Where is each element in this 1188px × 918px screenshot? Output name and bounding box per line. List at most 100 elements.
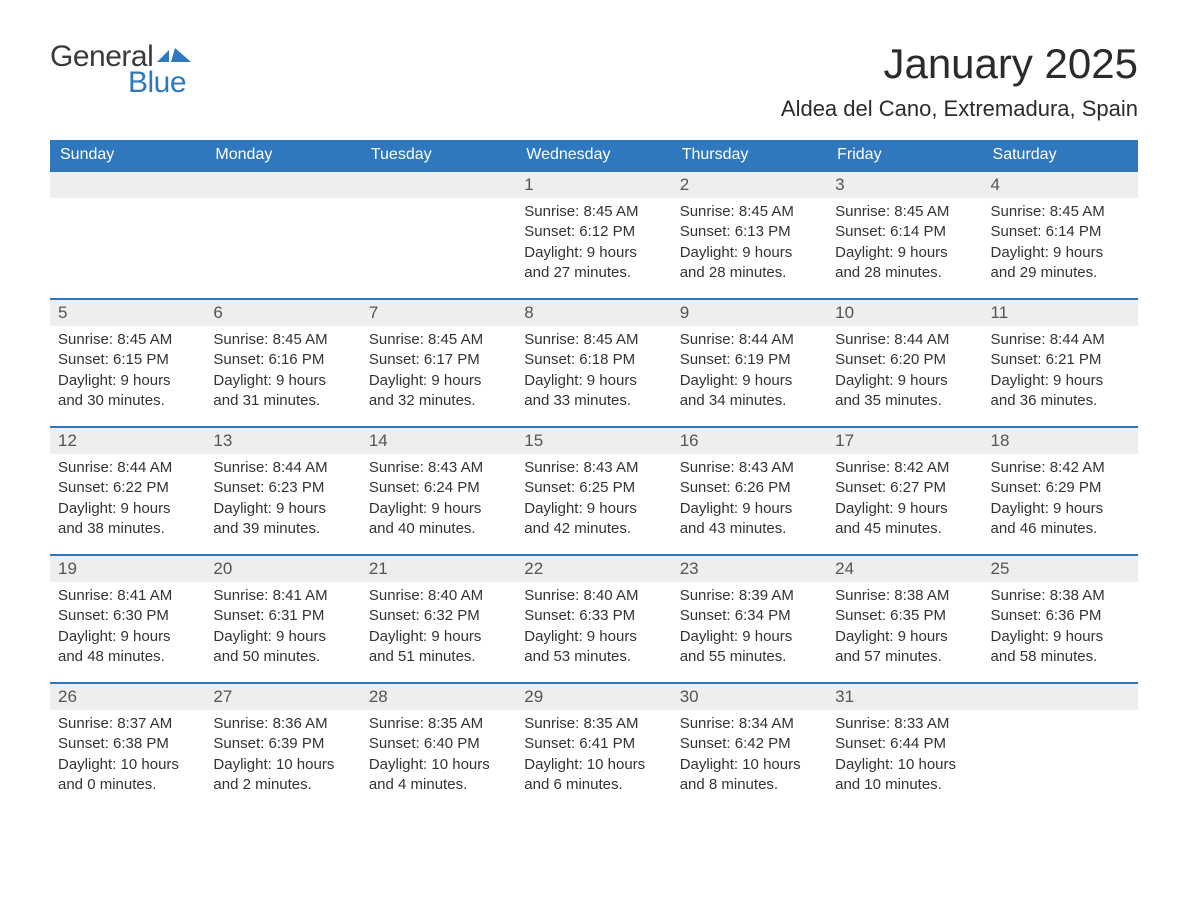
daylight-line: Daylight: 9 hours (369, 371, 508, 391)
daylight-line: Daylight: 9 hours (835, 627, 974, 647)
daylight-line: Daylight: 10 hours (524, 755, 663, 775)
day-header: Wednesday (516, 140, 671, 170)
calendar-cell: 25Sunrise: 8:38 AMSunset: 6:36 PMDayligh… (983, 554, 1138, 682)
sunset-line: Sunset: 6:32 PM (369, 606, 508, 626)
calendar-cell: 20Sunrise: 8:41 AMSunset: 6:31 PMDayligh… (205, 554, 360, 682)
day-content: Sunrise: 8:42 AMSunset: 6:29 PMDaylight:… (983, 454, 1138, 547)
day-content: Sunrise: 8:41 AMSunset: 6:31 PMDaylight:… (205, 582, 360, 675)
sunset-line: Sunset: 6:21 PM (991, 350, 1130, 370)
day-content: Sunrise: 8:44 AMSunset: 6:20 PMDaylight:… (827, 326, 982, 419)
day-content: Sunrise: 8:45 AMSunset: 6:14 PMDaylight:… (983, 198, 1138, 291)
calendar-cell: 13Sunrise: 8:44 AMSunset: 6:23 PMDayligh… (205, 426, 360, 554)
sunrise-line: Sunrise: 8:43 AM (524, 458, 663, 478)
day-content: Sunrise: 8:45 AMSunset: 6:14 PMDaylight:… (827, 198, 982, 291)
sunset-line: Sunset: 6:30 PM (58, 606, 197, 626)
sunrise-line: Sunrise: 8:42 AM (835, 458, 974, 478)
daylight-line2: and 38 minutes. (58, 519, 197, 539)
sunrise-line: Sunrise: 8:45 AM (213, 330, 352, 350)
day-header: Monday (205, 140, 360, 170)
sunset-line: Sunset: 6:44 PM (835, 734, 974, 754)
calendar-cell: 10Sunrise: 8:44 AMSunset: 6:20 PMDayligh… (827, 298, 982, 426)
day-number: 16 (672, 426, 827, 454)
sunset-line: Sunset: 6:38 PM (58, 734, 197, 754)
calendar-cell: 28Sunrise: 8:35 AMSunset: 6:40 PMDayligh… (361, 682, 516, 810)
day-number: 10 (827, 298, 982, 326)
sunset-line: Sunset: 6:35 PM (835, 606, 974, 626)
daylight-line: Daylight: 9 hours (991, 243, 1130, 263)
day-content: Sunrise: 8:35 AMSunset: 6:41 PMDaylight:… (516, 710, 671, 803)
sunrise-line: Sunrise: 8:40 AM (524, 586, 663, 606)
day-content: Sunrise: 8:44 AMSunset: 6:22 PMDaylight:… (50, 454, 205, 547)
sunset-line: Sunset: 6:23 PM (213, 478, 352, 498)
daylight-line: Daylight: 9 hours (835, 371, 974, 391)
day-header: Sunday (50, 140, 205, 170)
calendar-cell: 17Sunrise: 8:42 AMSunset: 6:27 PMDayligh… (827, 426, 982, 554)
day-number: 12 (50, 426, 205, 454)
calendar-cell: 19Sunrise: 8:41 AMSunset: 6:30 PMDayligh… (50, 554, 205, 682)
daylight-line: Daylight: 9 hours (680, 627, 819, 647)
day-content: Sunrise: 8:43 AMSunset: 6:26 PMDaylight:… (672, 454, 827, 547)
daylight-line2: and 43 minutes. (680, 519, 819, 539)
daylight-line2: and 55 minutes. (680, 647, 819, 667)
daylight-line: Daylight: 9 hours (58, 499, 197, 519)
day-number: 17 (827, 426, 982, 454)
day-number: 8 (516, 298, 671, 326)
day-content: Sunrise: 8:45 AMSunset: 6:13 PMDaylight:… (672, 198, 827, 291)
daylight-line2: and 10 minutes. (835, 775, 974, 795)
calendar-cell: 15Sunrise: 8:43 AMSunset: 6:25 PMDayligh… (516, 426, 671, 554)
sunset-line: Sunset: 6:20 PM (835, 350, 974, 370)
sunset-line: Sunset: 6:41 PM (524, 734, 663, 754)
sunrise-line: Sunrise: 8:40 AM (369, 586, 508, 606)
daynum-empty (50, 170, 205, 198)
daylight-line: Daylight: 9 hours (680, 371, 819, 391)
day-header: Tuesday (361, 140, 516, 170)
day-number: 18 (983, 426, 1138, 454)
day-content: Sunrise: 8:45 AMSunset: 6:12 PMDaylight:… (516, 198, 671, 291)
calendar-cell: 24Sunrise: 8:38 AMSunset: 6:35 PMDayligh… (827, 554, 982, 682)
sunrise-line: Sunrise: 8:43 AM (680, 458, 819, 478)
sunrise-line: Sunrise: 8:44 AM (680, 330, 819, 350)
day-number: 2 (672, 170, 827, 198)
daylight-line: Daylight: 9 hours (58, 371, 197, 391)
day-content: Sunrise: 8:34 AMSunset: 6:42 PMDaylight:… (672, 710, 827, 803)
title-block: January 2025 Aldea del Cano, Extremadura… (781, 40, 1138, 122)
daylight-line2: and 45 minutes. (835, 519, 974, 539)
sunrise-line: Sunrise: 8:41 AM (213, 586, 352, 606)
daylight-line2: and 51 minutes. (369, 647, 508, 667)
calendar-week: 1Sunrise: 8:45 AMSunset: 6:12 PMDaylight… (50, 170, 1138, 298)
daylight-line2: and 28 minutes. (835, 263, 974, 283)
sunrise-line: Sunrise: 8:44 AM (835, 330, 974, 350)
daylight-line: Daylight: 9 hours (524, 243, 663, 263)
sunset-line: Sunset: 6:26 PM (680, 478, 819, 498)
daylight-line: Daylight: 9 hours (524, 371, 663, 391)
calendar-cell: 14Sunrise: 8:43 AMSunset: 6:24 PMDayligh… (361, 426, 516, 554)
day-number: 15 (516, 426, 671, 454)
sunset-line: Sunset: 6:16 PM (213, 350, 352, 370)
calendar-cell: 4Sunrise: 8:45 AMSunset: 6:14 PMDaylight… (983, 170, 1138, 298)
day-number: 29 (516, 682, 671, 710)
calendar-cell: 29Sunrise: 8:35 AMSunset: 6:41 PMDayligh… (516, 682, 671, 810)
day-number: 14 (361, 426, 516, 454)
day-content: Sunrise: 8:35 AMSunset: 6:40 PMDaylight:… (361, 710, 516, 803)
day-number: 3 (827, 170, 982, 198)
day-number: 6 (205, 298, 360, 326)
day-number: 27 (205, 682, 360, 710)
daylight-line2: and 48 minutes. (58, 647, 197, 667)
daylight-line2: and 36 minutes. (991, 391, 1130, 411)
calendar-cell (983, 682, 1138, 810)
sunrise-line: Sunrise: 8:45 AM (991, 202, 1130, 222)
sunset-line: Sunset: 6:19 PM (680, 350, 819, 370)
day-content: Sunrise: 8:44 AMSunset: 6:19 PMDaylight:… (672, 326, 827, 419)
day-number: 4 (983, 170, 1138, 198)
sunset-line: Sunset: 6:36 PM (991, 606, 1130, 626)
day-number: 28 (361, 682, 516, 710)
sunset-line: Sunset: 6:29 PM (991, 478, 1130, 498)
sunset-line: Sunset: 6:14 PM (991, 222, 1130, 242)
day-content: Sunrise: 8:44 AMSunset: 6:23 PMDaylight:… (205, 454, 360, 547)
day-number: 23 (672, 554, 827, 582)
sunset-line: Sunset: 6:39 PM (213, 734, 352, 754)
day-number: 11 (983, 298, 1138, 326)
calendar-cell: 31Sunrise: 8:33 AMSunset: 6:44 PMDayligh… (827, 682, 982, 810)
day-content: Sunrise: 8:42 AMSunset: 6:27 PMDaylight:… (827, 454, 982, 547)
sunset-line: Sunset: 6:22 PM (58, 478, 197, 498)
